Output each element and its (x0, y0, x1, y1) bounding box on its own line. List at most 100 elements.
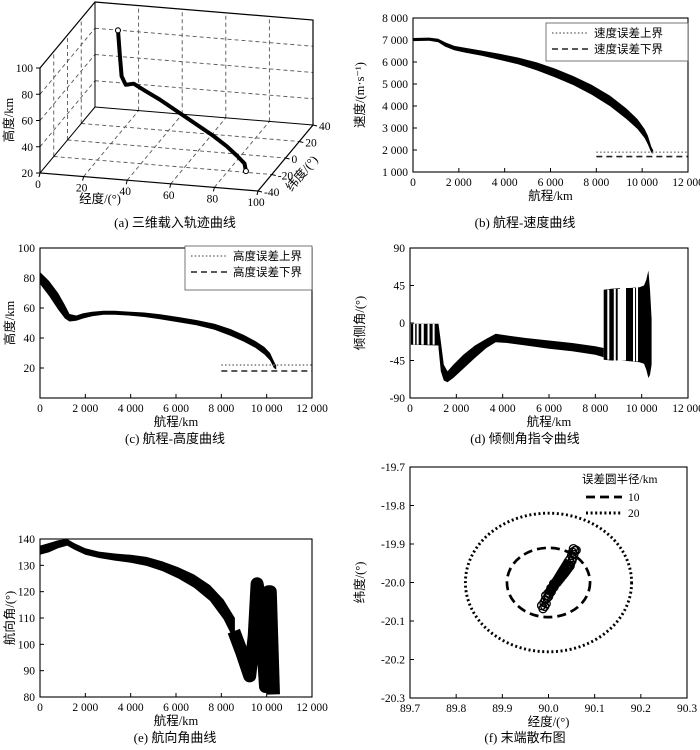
y-tick-label: 45 (394, 281, 406, 293)
y-tick-label: 6 000 (382, 57, 408, 69)
plot-bank-angle: 0 2 000 4 000 6 000 8 000 10 000 12 000 -90 -45 0… (353, 243, 700, 429)
x-tick-label: 10 000 (626, 403, 658, 415)
x-tick-label: 6 000 (163, 403, 189, 415)
x-tick-label: 100 (247, 197, 265, 209)
grid-line (53, 156, 272, 175)
x-tick-label: 90.2 (631, 703, 651, 715)
error-circle-10km (505, 546, 592, 619)
x-tick-label: 12 000 (672, 403, 700, 415)
box-edge (312, 124, 318, 127)
y-axis-label: 速度/(m·s⁻¹) (352, 62, 367, 128)
plot-terminal-dispersion: 89.7 89.8 89.9 90.0 90.1 90.2 90.3 -20.3 -20.2 -2… (352, 462, 697, 729)
x-tick-label: 10 000 (251, 702, 283, 714)
plot-series (463, 511, 634, 654)
plot-heading-angle: 0 2 000 4 000 6 000 8 000 10 000 12 000 80 90 100… (2, 534, 328, 728)
box-edge (38, 172, 41, 178)
y-tick-label: 3 000 (382, 123, 408, 135)
box-edge (271, 174, 276, 176)
y-tick-label: -20.3 (381, 693, 405, 705)
y-tick-label: 100 (18, 243, 36, 255)
y-tick-label: 7 000 (382, 35, 408, 47)
y-tick-label: -19.7 (381, 462, 405, 474)
x-tick-label: 20 (76, 183, 88, 195)
x-tick-label: 80 (207, 193, 219, 205)
z-axis-label: 高度/km (1, 98, 16, 143)
y-tick-label: 0 (292, 154, 298, 166)
z-tick-label: 100 (16, 63, 34, 75)
x-tick-label: 89.8 (446, 703, 466, 715)
grid-line (39, 27, 96, 95)
legend-title: 误差圆半径/km (582, 472, 657, 486)
caption-e: (e) 航向角曲线 (133, 730, 217, 745)
x-axis-label: 航程/km (154, 414, 199, 429)
y-tick-label: 8 000 (382, 13, 408, 25)
x-tick-label: 8 000 (583, 177, 609, 189)
x-tick-label: 10 000 (251, 403, 283, 415)
grid-line (39, 80, 96, 148)
y-tick-label: 20 (305, 138, 317, 150)
x-tick-label: 2 000 (443, 403, 469, 415)
y-axis-label: 纬度/(°) (352, 562, 367, 604)
x-tick-label: 12 000 (296, 702, 328, 714)
grid-line (81, 123, 300, 142)
y-tick-label: -19.8 (381, 501, 405, 513)
y-tick-label: 40 (24, 333, 36, 345)
box-edge (212, 187, 215, 192)
x-tick-label: 60 (163, 190, 175, 202)
x-tick-label: 90.0 (538, 703, 558, 715)
y-tick-label: 20 (24, 363, 36, 375)
x-tick-label: 89.9 (492, 703, 512, 715)
caption-d: (d) 倾侧角指令曲线 (470, 431, 580, 446)
x-tick-label: 0 (35, 179, 41, 191)
x-tick-label: 4 000 (492, 177, 518, 189)
y-tick-label: 120 (18, 587, 36, 599)
plot-range-altitude: 0 2 000 4 000 6 000 8 000 10 000 12 000 20 40 60 8… (2, 243, 328, 429)
legend-item-label: 高度误差上界 (233, 249, 302, 263)
legend-frame (545, 22, 689, 62)
x-tick-label: 0 (410, 177, 416, 189)
x-tick-label: 8 000 (208, 403, 234, 415)
y-tick-label: 130 (18, 560, 36, 572)
legend-item-label: 速度误差下界 (594, 42, 663, 56)
y-tick-label: 5 000 (382, 79, 408, 91)
z-tick-label: 60 (22, 116, 34, 128)
plot-box (409, 466, 688, 699)
box-edge (256, 190, 259, 196)
legend-frame (184, 245, 313, 291)
x-tick-label: 2 000 (72, 702, 98, 714)
x-tick-label: 6 000 (536, 403, 562, 415)
box-edge (125, 180, 128, 185)
y-tick-label: 80 (24, 273, 36, 285)
legend-item-label: 20 (628, 508, 640, 520)
error-circle-20km (463, 511, 634, 654)
grid-line (94, 27, 314, 47)
y-tick-label: -19.9 (381, 539, 405, 551)
y-tick-label: -90 (390, 393, 406, 405)
legend-item-label: 高度误差下界 (233, 265, 302, 279)
x-tick-label: 90.1 (585, 703, 605, 715)
x-tick-label: 6 000 (538, 177, 564, 189)
heading-endgame (227, 577, 280, 695)
z-tick-label: 80 (22, 89, 34, 101)
y-tick-label: -20.2 (381, 655, 405, 667)
y-tick-label: 1 000 (382, 167, 408, 179)
plot-series (413, 37, 688, 158)
x-tick-label: 40 (119, 186, 131, 198)
grid-line (214, 121, 270, 188)
y-tick-label: 80 (24, 692, 36, 704)
x-tick-label: 2 000 (72, 403, 98, 415)
caption-a: (a) 三维载入轨迹曲线 (114, 215, 236, 230)
x-tick-label: 2 000 (446, 177, 472, 189)
grid-line (170, 117, 227, 185)
plot-series (410, 270, 652, 383)
y-tick-label: -40 (264, 187, 280, 199)
trajectory-endpoint-marker (114, 27, 122, 34)
legend-item-label: 10 (628, 492, 640, 504)
plot-range-velocity: 0 2 000 4 000 6 000 8 000 10 000 12 000 1 000 2 … (352, 13, 700, 203)
x-tick-label: 0 (37, 403, 43, 415)
trajectory-endpoint-marker (242, 168, 249, 175)
y-tick-label: 40 (319, 121, 331, 133)
x-tick-label: 0 (37, 702, 43, 714)
